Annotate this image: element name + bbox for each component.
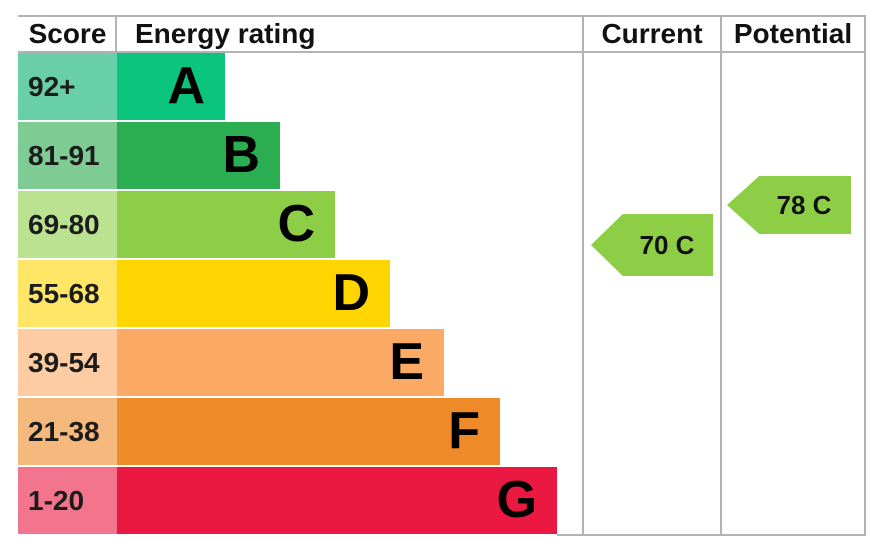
band-letter-g: G <box>496 471 537 529</box>
energy-rating-column-header: Energy rating <box>135 18 316 49</box>
score-range-d: 55-68 <box>18 260 117 327</box>
score-range-e: 39-54 <box>18 329 117 396</box>
band-letter-d: D <box>332 264 370 322</box>
header-underline <box>18 51 866 53</box>
band-letter-b: B <box>222 126 260 184</box>
score-column-header: Score <box>28 18 107 49</box>
score-range-a: 92+ <box>18 53 117 120</box>
band-bar-g: G <box>117 467 557 534</box>
band-letter-c: C <box>277 195 315 253</box>
band-bar-c: C <box>117 191 335 258</box>
potential-column-divider <box>720 16 722 536</box>
band-bar-d: D <box>117 260 390 327</box>
score-range-c: 69-80 <box>18 191 117 258</box>
potential-column-header: Potential <box>733 18 853 49</box>
band-letter-a: A <box>167 57 205 115</box>
current-column-header: Current <box>601 18 703 49</box>
band-letter-f: F <box>448 402 480 460</box>
current-rating-label: 70 C <box>639 229 695 260</box>
current-column-divider <box>582 16 584 536</box>
potential-rating-arrow: 78 C <box>727 176 851 234</box>
current-rating-arrow: 70 C <box>591 214 713 276</box>
table-top-border <box>18 15 866 17</box>
band-bar-f: F <box>117 398 500 465</box>
band-bar-b: B <box>117 122 280 189</box>
band-letter-e: E <box>389 333 424 391</box>
score-range-b: 81-91 <box>18 122 117 189</box>
band-bar-e: E <box>117 329 444 396</box>
table-bottom-border <box>557 534 866 536</box>
band-bar-a: A <box>117 53 225 120</box>
potential-rating-label: 78 C <box>776 189 832 220</box>
score-range-f: 21-38 <box>18 398 117 465</box>
score-range-g: 1-20 <box>18 467 117 534</box>
table-right-border <box>864 16 866 536</box>
score-column-divider <box>115 16 117 51</box>
